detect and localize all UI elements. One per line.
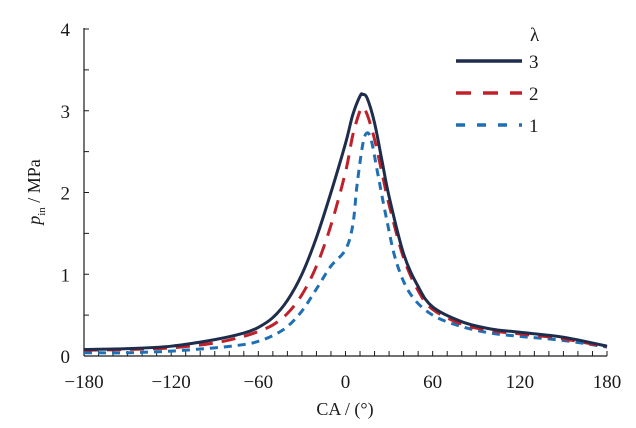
x-tick-label: −60	[243, 372, 273, 393]
x-tick-label: 180	[593, 372, 622, 393]
x-tick-label: −120	[152, 372, 191, 393]
x-tick-label: 60	[423, 372, 442, 393]
legend: λ 3 2 1	[456, 25, 540, 137]
x-tick-label: 0	[341, 372, 351, 393]
y-axis-title-main: p	[24, 216, 44, 227]
legend-label-lambda-3: 3	[529, 52, 539, 73]
series-line-lambda-2	[83, 106, 608, 352]
series-layer	[83, 92, 608, 355]
x-ticks: −180 −120 −60 0 60 120 180	[64, 351, 621, 393]
x-tick-label: −180	[64, 372, 103, 393]
legend-label-lambda-2: 2	[529, 84, 539, 105]
series-line-lambda-1	[83, 131, 608, 355]
y-ticks: 0 1 2 3 4	[61, 20, 89, 368]
x-tick-label: 120	[506, 372, 535, 393]
y-axis-title-unit: / MPa	[24, 159, 44, 207]
y-axis-title-sub: in	[36, 207, 48, 216]
series-line-lambda-3	[83, 92, 608, 351]
y-axis-title: pin / MPa	[24, 159, 48, 227]
x-axis-title: CA / (°)	[316, 399, 373, 420]
y-tick-label: 0	[61, 347, 71, 368]
legend-title: λ	[530, 25, 540, 46]
y-tick-label: 1	[61, 265, 71, 286]
axes	[83, 28, 607, 357]
y-tick-label: 3	[61, 102, 71, 123]
legend-label-lambda-1: 1	[529, 116, 539, 137]
y-tick-label: 4	[61, 20, 71, 41]
y-tick-label: 2	[61, 184, 71, 205]
